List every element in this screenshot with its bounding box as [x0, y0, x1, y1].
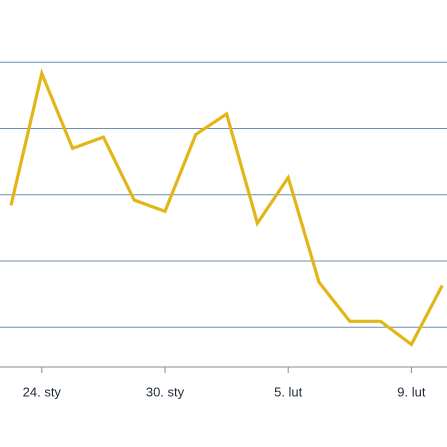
x-tick-label: 5. lut [274, 384, 303, 399]
x-tick-label: 9. lut [397, 384, 426, 399]
x-tick-label: 24. sty [23, 384, 62, 399]
data-line [9, 68, 444, 347]
x-tick-label: 30. sty [146, 384, 185, 399]
